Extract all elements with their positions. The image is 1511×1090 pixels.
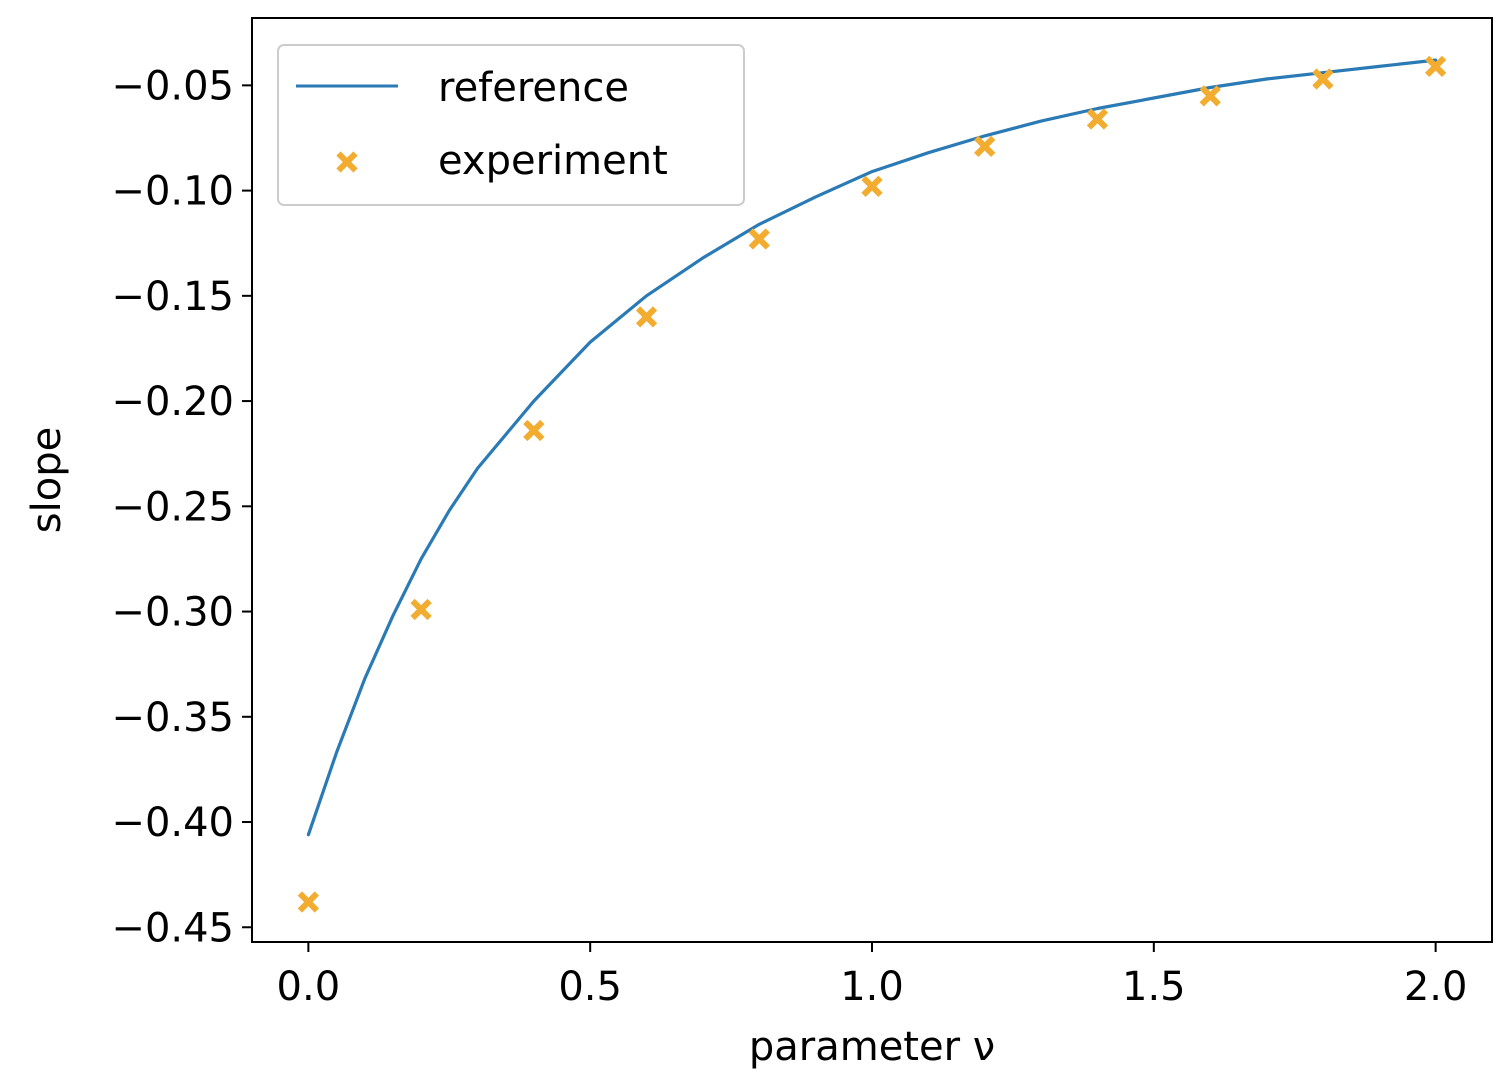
legend: reference experiment (277, 44, 745, 206)
y-tick-label: −0.15 (111, 274, 234, 320)
plot-area (297, 55, 1447, 913)
y-tick-label: −0.05 (111, 63, 234, 109)
data-point-experiment (1425, 55, 1447, 78)
legend-marker (336, 151, 358, 173)
y-tick-label: −0.40 (111, 800, 234, 846)
series-reference-line (306, 58, 1438, 837)
legend-label-reference: reference (438, 65, 629, 111)
data-point-experiment (974, 135, 996, 158)
y-tick-label: −0.25 (111, 484, 234, 530)
y-axis-label: slope (24, 427, 70, 533)
legend-label-experiment: experiment (438, 138, 668, 184)
data-point-experiment (297, 891, 319, 913)
y-tick-label: −0.30 (111, 590, 234, 636)
x-tick-label: 0.0 (277, 964, 341, 1010)
data-point-experiment (748, 228, 770, 250)
data-point-experiment (861, 175, 883, 198)
x-axis-label: parameter ν (749, 1024, 995, 1070)
y-tick-label: −0.10 (111, 169, 234, 215)
x-tick-label: 2.0 (1404, 964, 1468, 1010)
x-tick-label: 0.5 (558, 964, 622, 1010)
y-tick-label: −0.20 (111, 379, 234, 425)
data-point-experiment (410, 598, 432, 621)
data-point-experiment (1199, 85, 1221, 107)
y-tick-label: −0.35 (111, 695, 234, 741)
y-tick-label: −0.45 (111, 905, 234, 951)
x-axis: 0.0 0.5 1.0 1.5 2.0 (277, 942, 1468, 1010)
x-tick-label: 1.0 (840, 964, 904, 1010)
x-tick-label: 1.5 (1122, 964, 1186, 1010)
legend-swatch-experiment (336, 151, 358, 173)
y-axis: −0.45 −0.40 −0.35 −0.30 −0.25 −0.20 −0.15 −0.10… (111, 63, 252, 951)
data-point-experiment (635, 306, 658, 328)
data-point-experiment (523, 419, 545, 442)
data-point-experiment (1086, 108, 1109, 130)
data-point-experiment (1312, 68, 1334, 90)
